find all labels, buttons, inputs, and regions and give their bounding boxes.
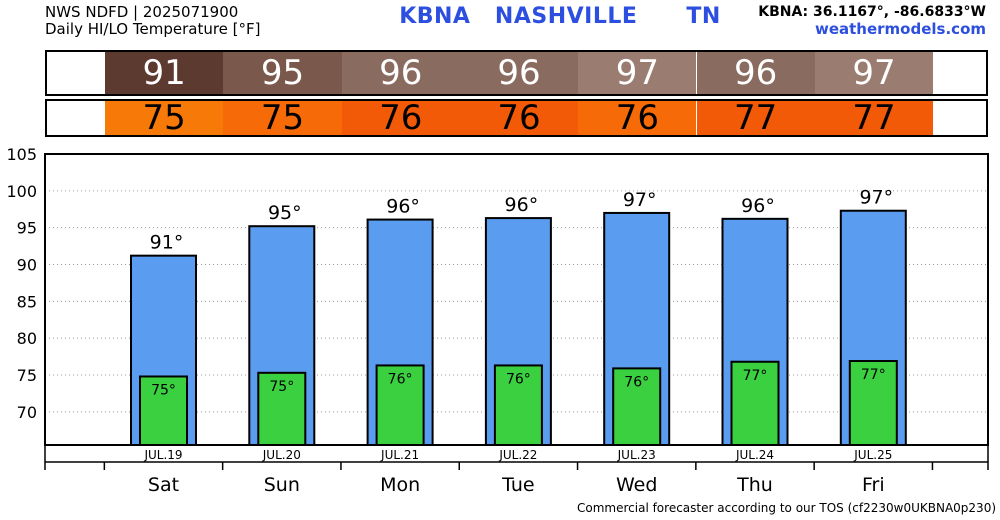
- lo-temp-strip: 75 75 76 76 76 77 77: [45, 98, 988, 138]
- y-tick-label: 70: [17, 403, 37, 422]
- date-label: JUL.19: [143, 448, 182, 462]
- date-label: JUL.21: [380, 448, 419, 462]
- chart-title: Daily HI/LO Temperature [°F]: [45, 20, 261, 38]
- day-label: Mon: [380, 474, 420, 496]
- y-tick-label: 75: [17, 366, 37, 385]
- day-label: Tue: [501, 474, 534, 496]
- lo-bar: [612, 367, 662, 446]
- hi-bar-label: 91°: [150, 232, 184, 254]
- date-label: JUL.24: [735, 448, 774, 462]
- header-right: KBNA: 36.1167°, -86.6833°W weathermodels…: [758, 4, 986, 38]
- hi-bar-label: 97°: [859, 187, 893, 209]
- date-label: JUL.23: [617, 448, 656, 462]
- date-label: JUL.22: [498, 448, 537, 462]
- hi-strip-cell-6: 97: [814, 52, 934, 94]
- hi-strip-cell-2: 96: [341, 52, 460, 94]
- lo-bar: [375, 364, 425, 447]
- lo-bar: [730, 360, 780, 446]
- hi-strip-cell-5: 96: [696, 52, 815, 94]
- hi-bar-label: 96°: [386, 196, 420, 218]
- lo-strip-cell-3: 76: [459, 98, 579, 138]
- lo-bar-label: 77°: [861, 367, 886, 383]
- station-coords: KBNA: 36.1167°, -86.6833°W: [758, 4, 986, 20]
- hi-temp-strip: 91 95 96 96 97 96 97: [45, 50, 988, 96]
- lo-bar: [493, 364, 543, 447]
- lo-bar-label: 75°: [151, 382, 176, 398]
- footer-note: Commercial forecaster according to our T…: [577, 501, 997, 515]
- hi-strip-cell-1: 95: [223, 52, 342, 94]
- day-label: Fri: [862, 474, 885, 496]
- lo-bar-label: 76°: [388, 371, 413, 387]
- y-tick-label: 95: [17, 219, 37, 238]
- hi-strip-cell-3: 96: [459, 52, 579, 94]
- lo-strip-cell-4: 76: [578, 98, 697, 138]
- lo-strip-cell-2: 76: [341, 98, 460, 138]
- y-tick-label: 90: [17, 256, 37, 275]
- hi-bar-label: 95°: [268, 202, 302, 224]
- lo-strip-cell-6: 77: [814, 98, 934, 138]
- day-label: Sun: [264, 474, 300, 496]
- hi-bar-label: 96°: [505, 194, 539, 216]
- hi-bar-label: 96°: [741, 195, 775, 217]
- day-label: Sat: [148, 474, 179, 496]
- day-label: Wed: [616, 474, 657, 496]
- day-label: Thu: [736, 474, 773, 496]
- lo-strip-cell-0: 75: [105, 98, 224, 138]
- y-tick-label: 85: [17, 292, 37, 311]
- date-label: JUL.25: [853, 448, 892, 462]
- y-tick-label: 105: [6, 145, 37, 164]
- y-tick-label: 100: [6, 182, 37, 201]
- hi-strip-cell-0: 91: [105, 52, 224, 94]
- hi-strip-cell-4: 97: [578, 52, 697, 94]
- date-label: JUL.20: [262, 448, 301, 462]
- plot-border: [44, 153, 989, 446]
- model-run-label: NWS NDFD | 2025071900: [45, 3, 239, 21]
- lo-bar-label: 77°: [743, 368, 768, 384]
- lo-bar-label: 75°: [269, 379, 294, 395]
- header-left: NWS NDFD | 2025071900 Daily HI/LO Temper…: [45, 4, 261, 38]
- lo-strip-cell-5: 77: [696, 98, 815, 138]
- lo-bar-label: 76°: [506, 371, 531, 387]
- site-link[interactable]: weathermodels.com: [814, 20, 986, 38]
- station-title: KBNA NASHVILLE TN: [399, 4, 721, 29]
- y-tick-label: 80: [17, 329, 37, 348]
- lo-strip-cell-1: 75: [223, 98, 342, 138]
- lo-bar-label: 76°: [624, 374, 649, 390]
- hi-bar-label: 97°: [623, 189, 657, 211]
